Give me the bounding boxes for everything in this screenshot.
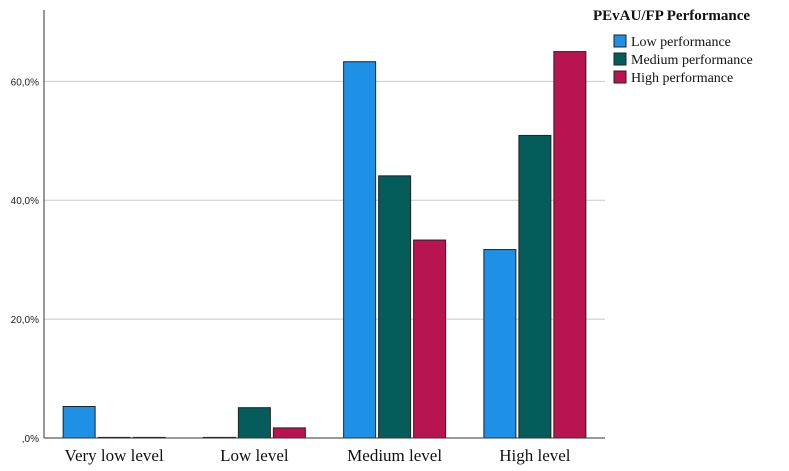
axes [43,10,605,439]
bar [553,51,587,439]
x-category-label: Very low level [65,446,164,465]
bar [62,405,96,439]
bar [343,61,377,439]
y-tick-labels: ,0% 20,0% 40,0% 60,0% [11,77,39,445]
bars [62,51,587,439]
legend-entry-label: High performance [631,71,733,86]
y-tick-label: ,0% [22,434,39,445]
bar [272,427,306,439]
x-category-label: High level [499,446,571,465]
y-tick-label: 40,0% [11,196,39,207]
x-category-labels: Very low level Low level Medium level High … [65,446,571,465]
legend-swatch [613,70,627,84]
y-tick-label: 20,0% [11,315,39,326]
legend-swatch [613,34,627,48]
legend-entry-label: Low performance [631,35,731,50]
x-category-label: Medium level [347,446,442,465]
y-tick-label: 60,0% [11,77,39,88]
legend-entry-label: Medium performance [631,53,753,68]
bar [518,134,552,439]
bar [483,249,517,439]
legend-title: PEvAU/FP Performance [593,8,750,24]
x-category-label: Low level [220,446,289,465]
bar [413,239,447,439]
bar [378,175,412,439]
legend-swatch [613,52,627,66]
bar [237,407,271,439]
legend: PEvAU/FP Performance Low performance Medi… [593,8,753,86]
